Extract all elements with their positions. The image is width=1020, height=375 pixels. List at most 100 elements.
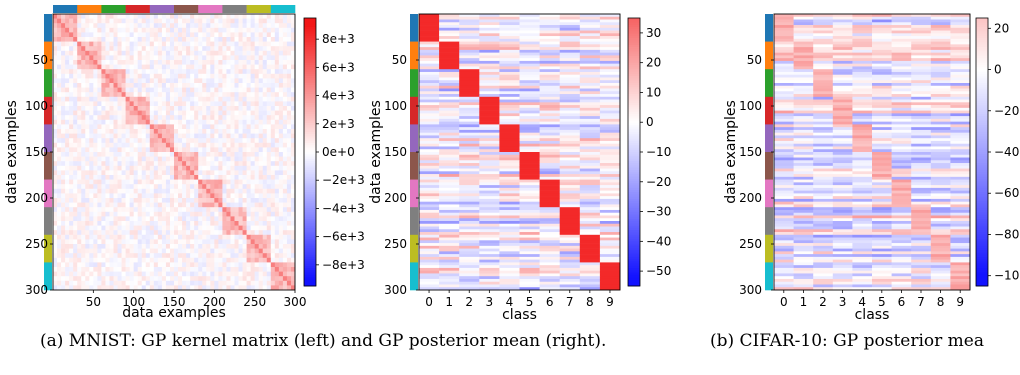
heatmap-cell	[178, 78, 183, 84]
heatmap-cell	[206, 165, 211, 171]
heatmap-cell	[439, 146, 460, 150]
heatmap-cell	[77, 50, 82, 56]
heatmap-cell	[479, 63, 500, 67]
heatmap-cell	[218, 179, 223, 185]
heatmap-cell	[157, 216, 163, 222]
colorbar-segment	[304, 100, 316, 104]
heatmap-cell	[186, 276, 191, 282]
heatmap-cell	[97, 69, 102, 75]
heatmap-cell	[479, 88, 500, 92]
heatmap-cell	[85, 14, 90, 19]
heatmap-cell	[499, 88, 520, 92]
heatmap-cell	[246, 198, 251, 203]
heatmap-cell	[174, 285, 179, 291]
heatmap-cell	[153, 27, 159, 33]
heatmap-cell	[73, 216, 78, 222]
heatmap-cell	[69, 14, 74, 19]
heatmap-cell	[282, 55, 288, 61]
heatmap-cell	[290, 198, 296, 203]
heatmap-cell	[97, 119, 102, 125]
heatmap-cell	[246, 276, 251, 282]
heatmap-cell	[178, 165, 183, 171]
heatmap-cell	[222, 32, 227, 38]
heatmap-cell	[53, 50, 58, 56]
heatmap-cell	[559, 74, 581, 78]
heatmap-cell	[519, 88, 540, 92]
colorbar-segment	[628, 181, 640, 184]
heatmap-cell	[278, 115, 284, 121]
heatmap-cell	[286, 156, 292, 162]
heatmap-cell	[266, 78, 272, 84]
heatmap-cell	[479, 55, 500, 59]
heatmap-cell	[250, 271, 255, 277]
heatmap-cell	[190, 230, 195, 236]
heatmap-cell	[559, 146, 581, 150]
heatmap-cell	[539, 14, 560, 18]
colorbar-segment	[628, 31, 640, 35]
heatmap-cell	[539, 118, 560, 122]
heatmap-cell	[174, 161, 179, 167]
heatmap-cell	[226, 92, 231, 98]
heatmap-cell	[266, 18, 272, 24]
colorbar-segment	[628, 44, 640, 48]
heatmap-cell	[117, 50, 122, 56]
heatmap-cell	[149, 230, 155, 236]
colorbar-segment	[304, 138, 316, 142]
heatmap-cell	[81, 170, 86, 176]
heatmap-cell	[113, 211, 118, 217]
heatmap-cell	[459, 47, 480, 51]
heatmap-cell	[97, 83, 102, 88]
heatmap-cell	[230, 23, 235, 29]
heatmap-cell	[141, 23, 147, 29]
heatmap-cell	[65, 50, 70, 56]
heatmap-cell	[234, 124, 239, 130]
heatmap-cell	[145, 175, 151, 180]
heatmap-cell	[105, 92, 110, 98]
colorbar-segment	[304, 51, 316, 55]
heatmap-cell	[73, 83, 78, 88]
heatmap-cell	[210, 188, 215, 194]
heatmap-cell	[65, 23, 70, 29]
heatmap-cell	[77, 198, 82, 203]
heatmap-cell	[234, 161, 239, 167]
heatmap-cell	[258, 285, 264, 291]
heatmap-cell	[278, 170, 284, 176]
heatmap-cell	[250, 27, 255, 33]
heatmap-cell	[81, 110, 86, 116]
heatmap-cell	[579, 80, 601, 84]
heatmap-cell	[117, 184, 122, 190]
heatmap-cell	[246, 101, 251, 107]
heatmap-cell	[190, 276, 195, 282]
heatmap-cell	[85, 23, 90, 29]
heatmap-cell	[157, 46, 163, 52]
heatmap-cell	[198, 14, 203, 19]
heatmap-cell	[950, 14, 971, 18]
heatmap-cell	[222, 276, 227, 282]
heatmap-cell	[286, 46, 292, 52]
heatmap-cell	[286, 78, 292, 84]
heatmap-cell	[178, 60, 183, 65]
heatmap-cell	[165, 253, 171, 259]
heatmap-cell	[234, 152, 239, 157]
heatmap-cell	[101, 133, 106, 139]
heatmap-cell	[93, 161, 98, 167]
heatmap-cell	[274, 96, 280, 102]
heatmap-cell	[246, 156, 251, 162]
heatmap-cell	[218, 32, 223, 38]
heatmap-cell	[262, 152, 268, 157]
heatmap-cell	[539, 196, 560, 200]
heatmap-cell	[499, 27, 520, 31]
heatmap-cell	[97, 32, 102, 38]
heatmap-cell	[73, 60, 78, 65]
heatmap-cell	[519, 174, 540, 178]
heatmap-cell	[559, 193, 581, 197]
heatmap-cell	[81, 129, 86, 134]
heatmap-cell	[539, 47, 560, 51]
heatmap-cell	[113, 32, 118, 38]
heatmap-cell	[439, 226, 460, 230]
heatmap-cell	[258, 92, 264, 98]
heatmap-cell	[579, 256, 601, 260]
heatmap-cell	[270, 73, 276, 79]
heatmap-cell	[599, 165, 621, 169]
heatmap-cell	[254, 198, 259, 203]
